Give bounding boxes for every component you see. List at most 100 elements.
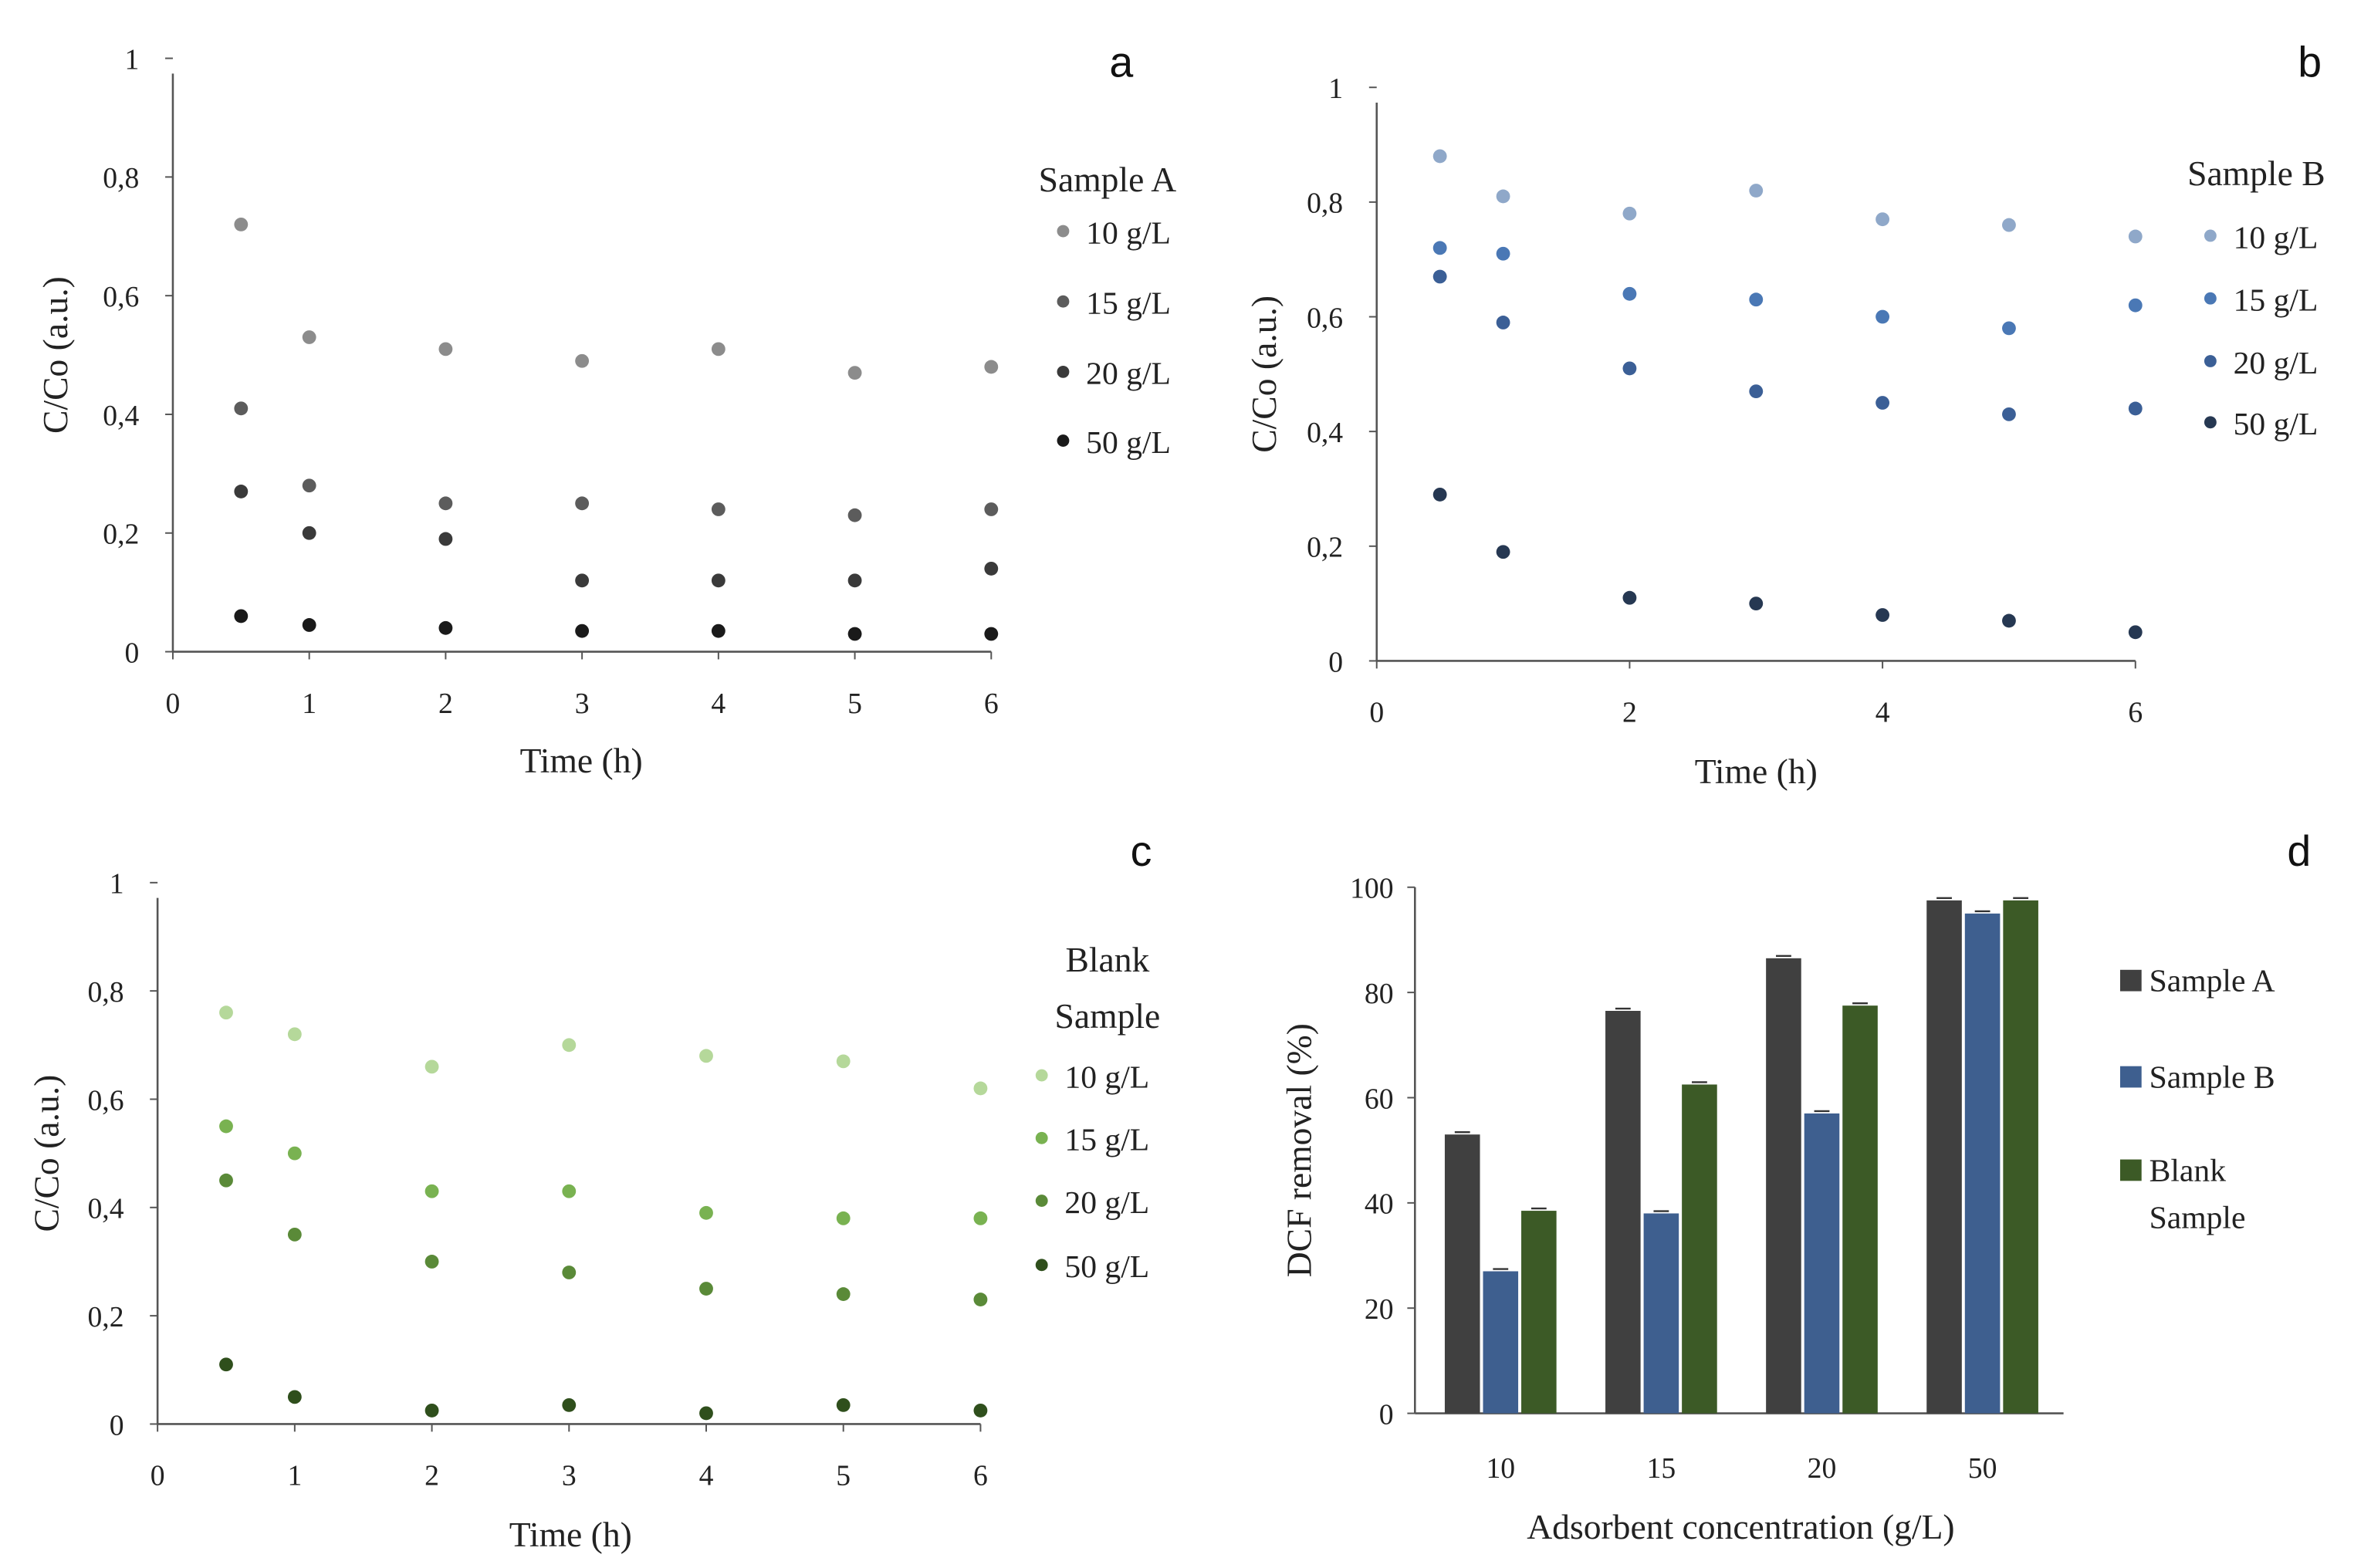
legend-marker [2204,416,2217,429]
bar-sample-a [1766,958,1801,1414]
bar-sample-b [1964,913,2001,1414]
x-tick-label: 6 [973,1460,988,1492]
data-point-50gl [836,1397,851,1412]
data-point-10gl [1875,212,1890,227]
data-point-50gl [424,1403,439,1418]
y-tick-label: 0 [1328,646,1343,678]
x-tick-label: 50 [1968,1452,1997,1485]
panel-c: 0 0,2 0,4 0,6 0,8 1 c C/Co (a.u.) Time (h) 0 1 2 3 4 5… [26,827,1160,1554]
y-tick-label: 0,8 [87,976,123,1009]
legend-swatch [2119,1159,2142,1181]
data-point-15gl [836,1211,851,1225]
x-axis-label: Time (h) [509,1515,632,1554]
x-tick-label: 0 [151,1460,165,1492]
x-tick-label: 6 [2128,697,2143,729]
legend-title: Sample B [2187,154,2325,193]
y-tick-label: 20 [1365,1293,1394,1326]
data-point-20gl [847,573,862,588]
legend-label: 50 g/L [1086,425,1171,461]
legend-label: Sample B [2149,1059,2275,1095]
panel-letter: a [1109,38,1133,86]
data-point-10gl [984,360,999,374]
data-point-10gl [438,342,453,357]
data-point-10gl [1622,206,1637,221]
panel-d: 0 20 40 60 80 100 d DCF removal (%) Adsorbent co… [1280,827,2312,1546]
x-tick-label: 5 [836,1460,851,1492]
x-tick-label: 15 [1647,1452,1676,1485]
x-tick-label: 6 [984,688,999,720]
x-tick-label: 1 [302,688,316,720]
legend-label: 15 g/L [1064,1123,1149,1158]
bar-blank-sample [1521,1211,1557,1414]
x-tick-label: 5 [847,688,862,720]
y-tick-label: 100 [1350,873,1393,905]
data-point-15gl [1432,241,1447,255]
x-tick-label: 2 [1622,697,1637,729]
data-point-10gl [219,1005,233,1020]
legend-marker [1057,225,1070,238]
data-point-15gl [1875,309,1890,324]
legend-marker [1035,1195,1048,1208]
data-point-10gl [699,1049,713,1063]
legend-label: Sample [2149,1201,2246,1236]
y-tick-label: 80 [1365,978,1394,1010]
panel-a: 0 0,2 0,4 0,6 0,8 1 a C/Co (a.u.) Time (h) 0 1 2 3 4 5… [36,38,1176,780]
data-point-10gl [575,353,590,368]
data-point-15gl [973,1211,988,1225]
data-point-20gl [562,1266,577,1279]
data-point-10gl [234,217,249,231]
data-point-50gl [287,1390,302,1404]
data-point-50gl [562,1397,577,1412]
data-point-10gl [1496,189,1510,204]
legend-label: 20 g/L [2234,346,2319,381]
x-tick-label: 20 [1808,1452,1837,1485]
data-point-20gl [973,1293,988,1306]
panel-b: 0 0,2 0,4 0,6 0,8 1 b C/Co (a.u.) Time (h) 0 2 4 6 10… [1244,38,2325,791]
y-axis-label: C/Co (a.u.) [36,276,75,434]
panel-letter: d [2287,827,2311,875]
data-point-20gl [575,573,590,588]
data-point-20gl [424,1255,439,1269]
data-point-15gl [711,502,726,516]
data-point-50gl [438,620,453,635]
data-point-50gl [1432,488,1447,502]
legend-label: 10 g/L [1064,1059,1149,1095]
legend-marker [2204,292,2217,305]
legend-marker [1035,1131,1048,1144]
bar-blank-sample [1682,1084,1717,1414]
data-point-20gl [1749,384,1764,399]
legend-marker [1057,295,1070,308]
data-point-50gl [847,627,862,641]
y-tick-label: 0,8 [103,162,139,194]
data-point-15gl [1749,292,1764,307]
data-point-50gl [302,618,316,632]
data-point-20gl [1432,269,1447,284]
y-axis-label: C/Co (a.u.) [1244,296,1284,453]
data-point-10gl [424,1059,439,1074]
data-point-50gl [984,627,999,641]
x-tick-label: 4 [711,688,726,720]
legend-label: 15 g/L [1086,286,1171,322]
legend-label: 50 g/L [2234,407,2319,442]
x-tick-label: 0 [1369,697,1384,729]
data-point-10gl [1749,184,1764,198]
legend-title: Blank [1065,940,1149,979]
data-point-15gl [575,496,590,511]
data-point-15gl [699,1205,713,1220]
x-tick-label: 3 [562,1460,577,1492]
data-point-10gl [836,1054,851,1069]
data-point-50gl [219,1357,233,1372]
legend-label: 10 g/L [2234,220,2319,255]
y-tick-label: 0 [110,1409,124,1441]
data-point-15gl [424,1184,439,1198]
data-point-15gl [984,502,999,516]
y-tick-label: 0,4 [103,400,139,432]
data-point-50gl [575,623,590,638]
data-point-15gl [438,496,453,511]
x-tick-label: 10 [1486,1452,1515,1485]
legend-label: Blank [2149,1153,2227,1188]
y-tick-label: 1 [125,43,140,76]
x-tick-label: 4 [1875,697,1890,729]
data-point-15gl [2128,298,2143,313]
y-tick-label: 0,6 [87,1084,123,1117]
